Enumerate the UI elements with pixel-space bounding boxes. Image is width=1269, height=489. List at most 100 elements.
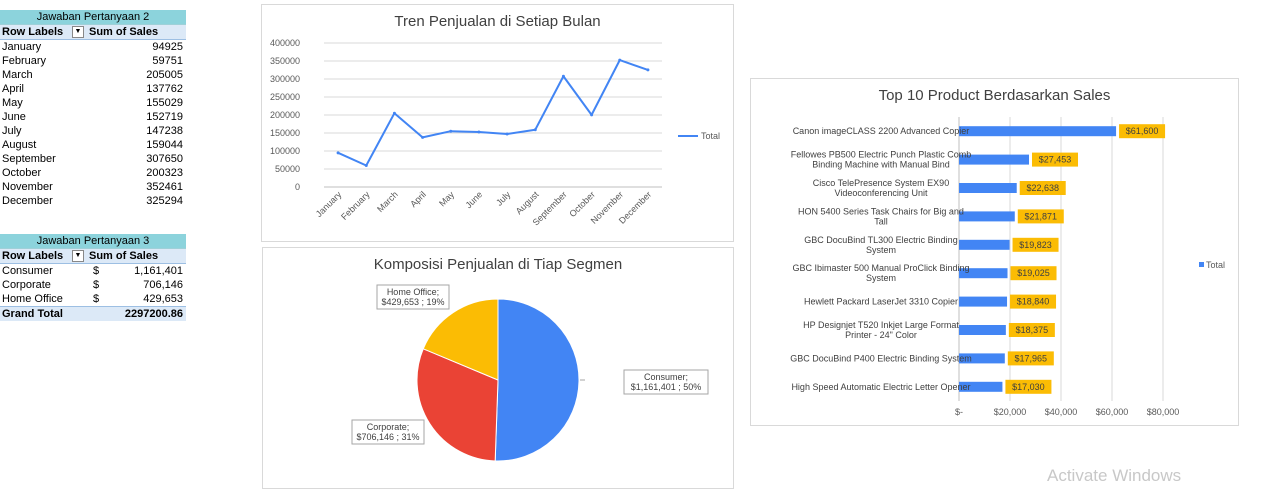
y-tick-label: HP Designjet T520 Inkjet Large Format [803,320,959,330]
chart-title: Tren Penjualan di Setiap Bulan [394,13,601,30]
pie-chart-plot: Consumer;$1,161,401 ; 50% Corporate;$706,… [351,284,709,462]
y-tick-label: Cisco TelePresence System EX90 [813,178,949,188]
data-point[interactable] [449,129,453,133]
data-label: $1,161,401 ; 50% [631,382,702,392]
pie-slice-home-office[interactable] [422,298,499,381]
data-label: $429,653 ; 19% [381,297,444,307]
y-tick-label: 250000 [270,92,300,102]
pie-chart[interactable]: Komposisi Penjualan di Tiap Segmen Consu… [262,247,734,489]
data-point[interactable] [336,151,340,155]
row-label: March [2,69,33,81]
row-label: June [2,111,26,123]
data-label: $17,965 [1015,353,1048,363]
row-label: February [2,55,47,67]
pie-slice-corporate[interactable] [416,348,499,462]
row-value: 307650 [146,153,183,165]
x-tick-label: $80,000 [1147,407,1180,417]
filter-dropdown-icon[interactable]: ▼ [72,26,84,38]
row-label: December [2,195,53,207]
legend-key [1199,262,1204,267]
x-tick-label: May [437,189,456,208]
table-row: July 147238 [0,124,186,138]
data-label: $18,840 [1017,297,1050,307]
table-row: February 59751 [0,54,186,68]
bar[interactable] [959,296,1008,307]
row-label: January [2,41,42,53]
line-chart[interactable]: Tren Penjualan di Setiap Bulan 0 50000 100… [261,4,734,242]
data-point[interactable] [533,128,537,132]
bar[interactable] [959,268,1008,279]
y-tick-label: 0 [295,182,300,192]
table-row: September 307650 [0,152,186,166]
currency-symbol: $ [93,279,100,291]
data-label-box [1032,152,1079,167]
grand-total-row: Grand Total 2297200.86 [0,306,186,321]
data-label-box [1005,379,1052,394]
grand-total-value: 2297200.86 [124,308,183,320]
data-label: $21,871 [1024,211,1057,221]
row-label: September [2,153,56,165]
bar[interactable] [959,183,1017,193]
pie-slice-consumer[interactable] [494,298,580,462]
row-label: April [2,83,25,95]
row-value: 147238 [146,125,183,137]
data-label: Home Office; [387,287,439,297]
bar-chart[interactable]: Top 10 Product Berdasarkan Sales $- $20,0… [750,78,1239,426]
data-label: $19,025 [1017,268,1050,278]
row-label: August [2,139,37,151]
data-label: $17,030 [1012,382,1045,392]
pivot-header: Row Labels ▼ Sum of Sales [0,249,186,264]
table-row: August 159044 [0,138,186,152]
x-tick-label: June [463,189,484,210]
y-tick-label: System [866,273,896,283]
y-tick-label: Hewlett Packard LaserJet 3310 Copier [804,297,958,307]
data-point[interactable] [590,113,594,117]
bar[interactable] [959,211,1015,222]
data-point[interactable] [477,130,481,134]
data-point[interactable] [392,111,396,115]
y-tick-label: GBC Ibimaster 500 Manual ProClick Bindin… [792,263,969,273]
row-label: November [2,181,53,193]
row-value: 155029 [146,97,183,109]
data-label-box [1019,181,1066,195]
table-row: December 325294 [0,194,186,208]
table-row: March 205005 [0,68,186,82]
row-value: 429,653 [143,293,183,305]
y-tick-label: 100000 [270,146,300,156]
data-label-box [1012,237,1059,252]
y-tick-label: Canon imageCLASS 2200 Advanced Copier [793,126,970,136]
bar[interactable] [959,154,1030,165]
row-value: 59751 [152,55,183,67]
data-point[interactable] [505,132,509,136]
data-point[interactable] [561,74,565,78]
pivot-table-q3: Jawaban Pertanyaan 3 Row Labels ▼ Sum of… [0,234,186,321]
filter-dropdown-icon[interactable]: ▼ [72,250,84,262]
data-point[interactable] [364,163,368,167]
table-row: Corporate $706,146 [0,278,186,292]
bar[interactable] [959,353,1005,364]
bar-chart-plot: $- $20,000 $40,000 $60,000 $80,000 Canon imag… [790,117,1225,417]
series-line-total[interactable] [337,59,649,167]
row-value: 1,161,401 [134,265,183,277]
table-row: Home Office $429,653 [0,292,186,306]
bar[interactable] [959,325,1006,335]
data-point[interactable] [618,58,622,62]
pivot-title: Jawaban Pertanyaan 3 [0,234,186,249]
bar[interactable] [959,381,1003,392]
x-tick-label: $40,000 [1045,407,1078,417]
data-point[interactable] [646,68,650,72]
x-tick-label: April [408,189,428,209]
x-tick-label: July [494,189,513,208]
data-label: $18,375 [1016,325,1049,335]
y-tick-label: Printer - 24" Color [845,330,917,340]
x-tick-label: $20,000 [994,407,1027,417]
bar[interactable] [959,239,1010,250]
bar[interactable] [959,126,1117,137]
row-label: Home Office [2,293,63,305]
data-label: $61,600 [1126,126,1159,136]
legend-label: Total [1206,260,1225,270]
data-label-box [351,419,425,445]
data-point[interactable] [421,135,425,139]
y-tick-label: 400000 [270,38,300,48]
x-tick-label: March [375,189,400,214]
